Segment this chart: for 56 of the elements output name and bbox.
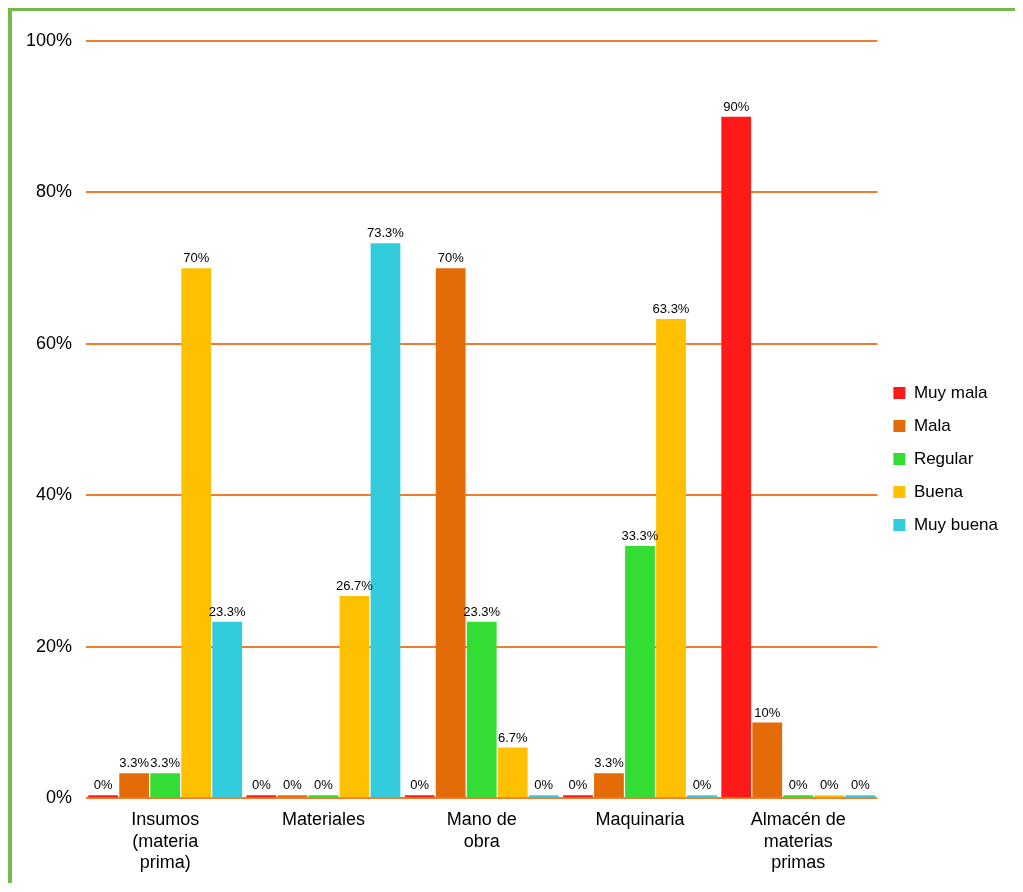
data-label: 0%	[788, 777, 809, 793]
data-label: 0%	[819, 777, 840, 793]
legend-label: Muy buena	[913, 514, 999, 534]
bar	[466, 621, 497, 798]
y-tick-label: 0%	[46, 787, 73, 808]
y-tick-label: 20%	[36, 635, 73, 656]
data-label: 0%	[252, 777, 272, 793]
legend-label: Buena	[913, 481, 964, 501]
legend-label: Mala	[913, 415, 952, 435]
bar	[687, 795, 717, 798]
y-tick-label: 60%	[36, 332, 73, 353]
x-tick-label: Insumos (materia prima)	[131, 808, 200, 873]
data-label: 63.3%	[652, 300, 690, 316]
bar	[212, 621, 243, 798]
y-tick-label: 80%	[36, 181, 73, 202]
bar	[656, 318, 686, 798]
data-label: 0%	[692, 777, 712, 793]
x-tick-label: Mano de obra	[446, 808, 517, 851]
bar	[528, 795, 559, 798]
data-label: 6.7%	[497, 729, 528, 745]
data-label: 0%	[93, 777, 113, 793]
bar	[339, 596, 370, 798]
bar	[88, 795, 119, 798]
data-label: 70%	[183, 250, 210, 266]
data-label: 3.3%	[150, 755, 181, 771]
bar	[721, 116, 752, 798]
x-tick-label: Almacén de materias primas	[750, 808, 846, 873]
legend-label: Regular	[913, 448, 974, 468]
bar	[752, 722, 783, 798]
data-label: 0%	[410, 777, 430, 793]
bar	[277, 795, 308, 798]
legend-label: Muy mala	[913, 382, 989, 402]
y-tick-label: 40%	[36, 484, 73, 505]
bar	[625, 546, 655, 798]
bar	[246, 795, 277, 798]
data-label: 0%	[850, 777, 871, 793]
bar	[435, 268, 466, 798]
bar	[845, 795, 876, 798]
bar	[814, 795, 845, 798]
data-label: 3.3%	[119, 755, 150, 771]
bar	[783, 795, 814, 798]
bar	[563, 795, 593, 798]
data-label: 10%	[754, 704, 781, 720]
data-label: 90%	[723, 98, 750, 114]
data-label: 0%	[568, 777, 588, 793]
x-tick-label: Maquinaria	[595, 808, 686, 829]
data-label: 0%	[283, 777, 303, 793]
data-label: 73.3%	[367, 225, 405, 241]
data-label: 70%	[437, 250, 465, 266]
y-tick-label: 100%	[25, 29, 73, 50]
bar	[404, 795, 435, 798]
data-label: 3.3%	[594, 755, 625, 771]
data-label: 0%	[314, 777, 334, 793]
data-label: 0%	[534, 777, 554, 793]
x-tick-label: Materiales	[281, 808, 365, 829]
bar	[308, 795, 339, 798]
